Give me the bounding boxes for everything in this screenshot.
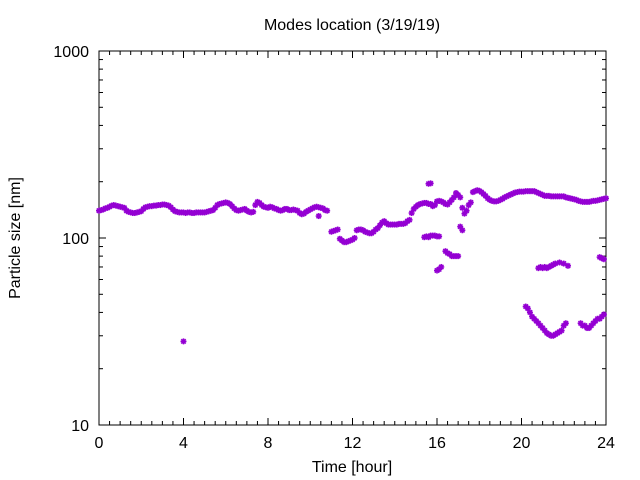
- data-point: [562, 320, 569, 327]
- data-point: [459, 204, 466, 211]
- data-point: [467, 199, 474, 206]
- y-axis-tick-labels: 10 100 1000: [53, 44, 89, 435]
- y-tick-label: 10: [71, 418, 89, 435]
- data-point: [560, 260, 567, 267]
- data-point: [250, 208, 257, 215]
- data-point: [436, 233, 443, 240]
- data-point: [315, 213, 322, 220]
- x-tick-label: 20: [513, 435, 531, 452]
- data-point: [406, 216, 413, 223]
- x-axis-label: Time [hour]: [312, 459, 392, 476]
- data-point: [334, 226, 341, 233]
- data-point: [459, 227, 466, 234]
- data-point: [600, 311, 607, 318]
- data-point: [324, 207, 331, 214]
- data-point: [180, 338, 187, 345]
- chart-title: Modes location (3/19/19): [264, 17, 440, 34]
- x-tick-label: 12: [344, 435, 362, 452]
- data-point: [600, 256, 607, 263]
- axis-ticks: [98, 50, 607, 426]
- data-point: [427, 180, 434, 187]
- x-tick-label: 8: [264, 435, 273, 452]
- data-point: [463, 207, 470, 214]
- data-point: [438, 263, 445, 270]
- x-tick-label: 24: [597, 435, 615, 452]
- data-point: [455, 253, 462, 260]
- data-point: [603, 195, 609, 202]
- y-tick-label: 100: [62, 231, 89, 248]
- data-point: [351, 235, 358, 241]
- x-tick-label: 4: [179, 435, 188, 452]
- x-tick-label: 0: [95, 435, 104, 452]
- data-point: [457, 194, 464, 201]
- y-axis-label: Particle size [nm]: [7, 177, 24, 299]
- x-axis-tick-labels: 0 4 8 12 16 20 24: [95, 435, 615, 452]
- x-tick-label: 16: [428, 435, 446, 452]
- data-points: [96, 180, 609, 345]
- y-tick-label: 1000: [53, 44, 89, 61]
- data-point: [564, 262, 571, 269]
- data-point: [558, 327, 565, 334]
